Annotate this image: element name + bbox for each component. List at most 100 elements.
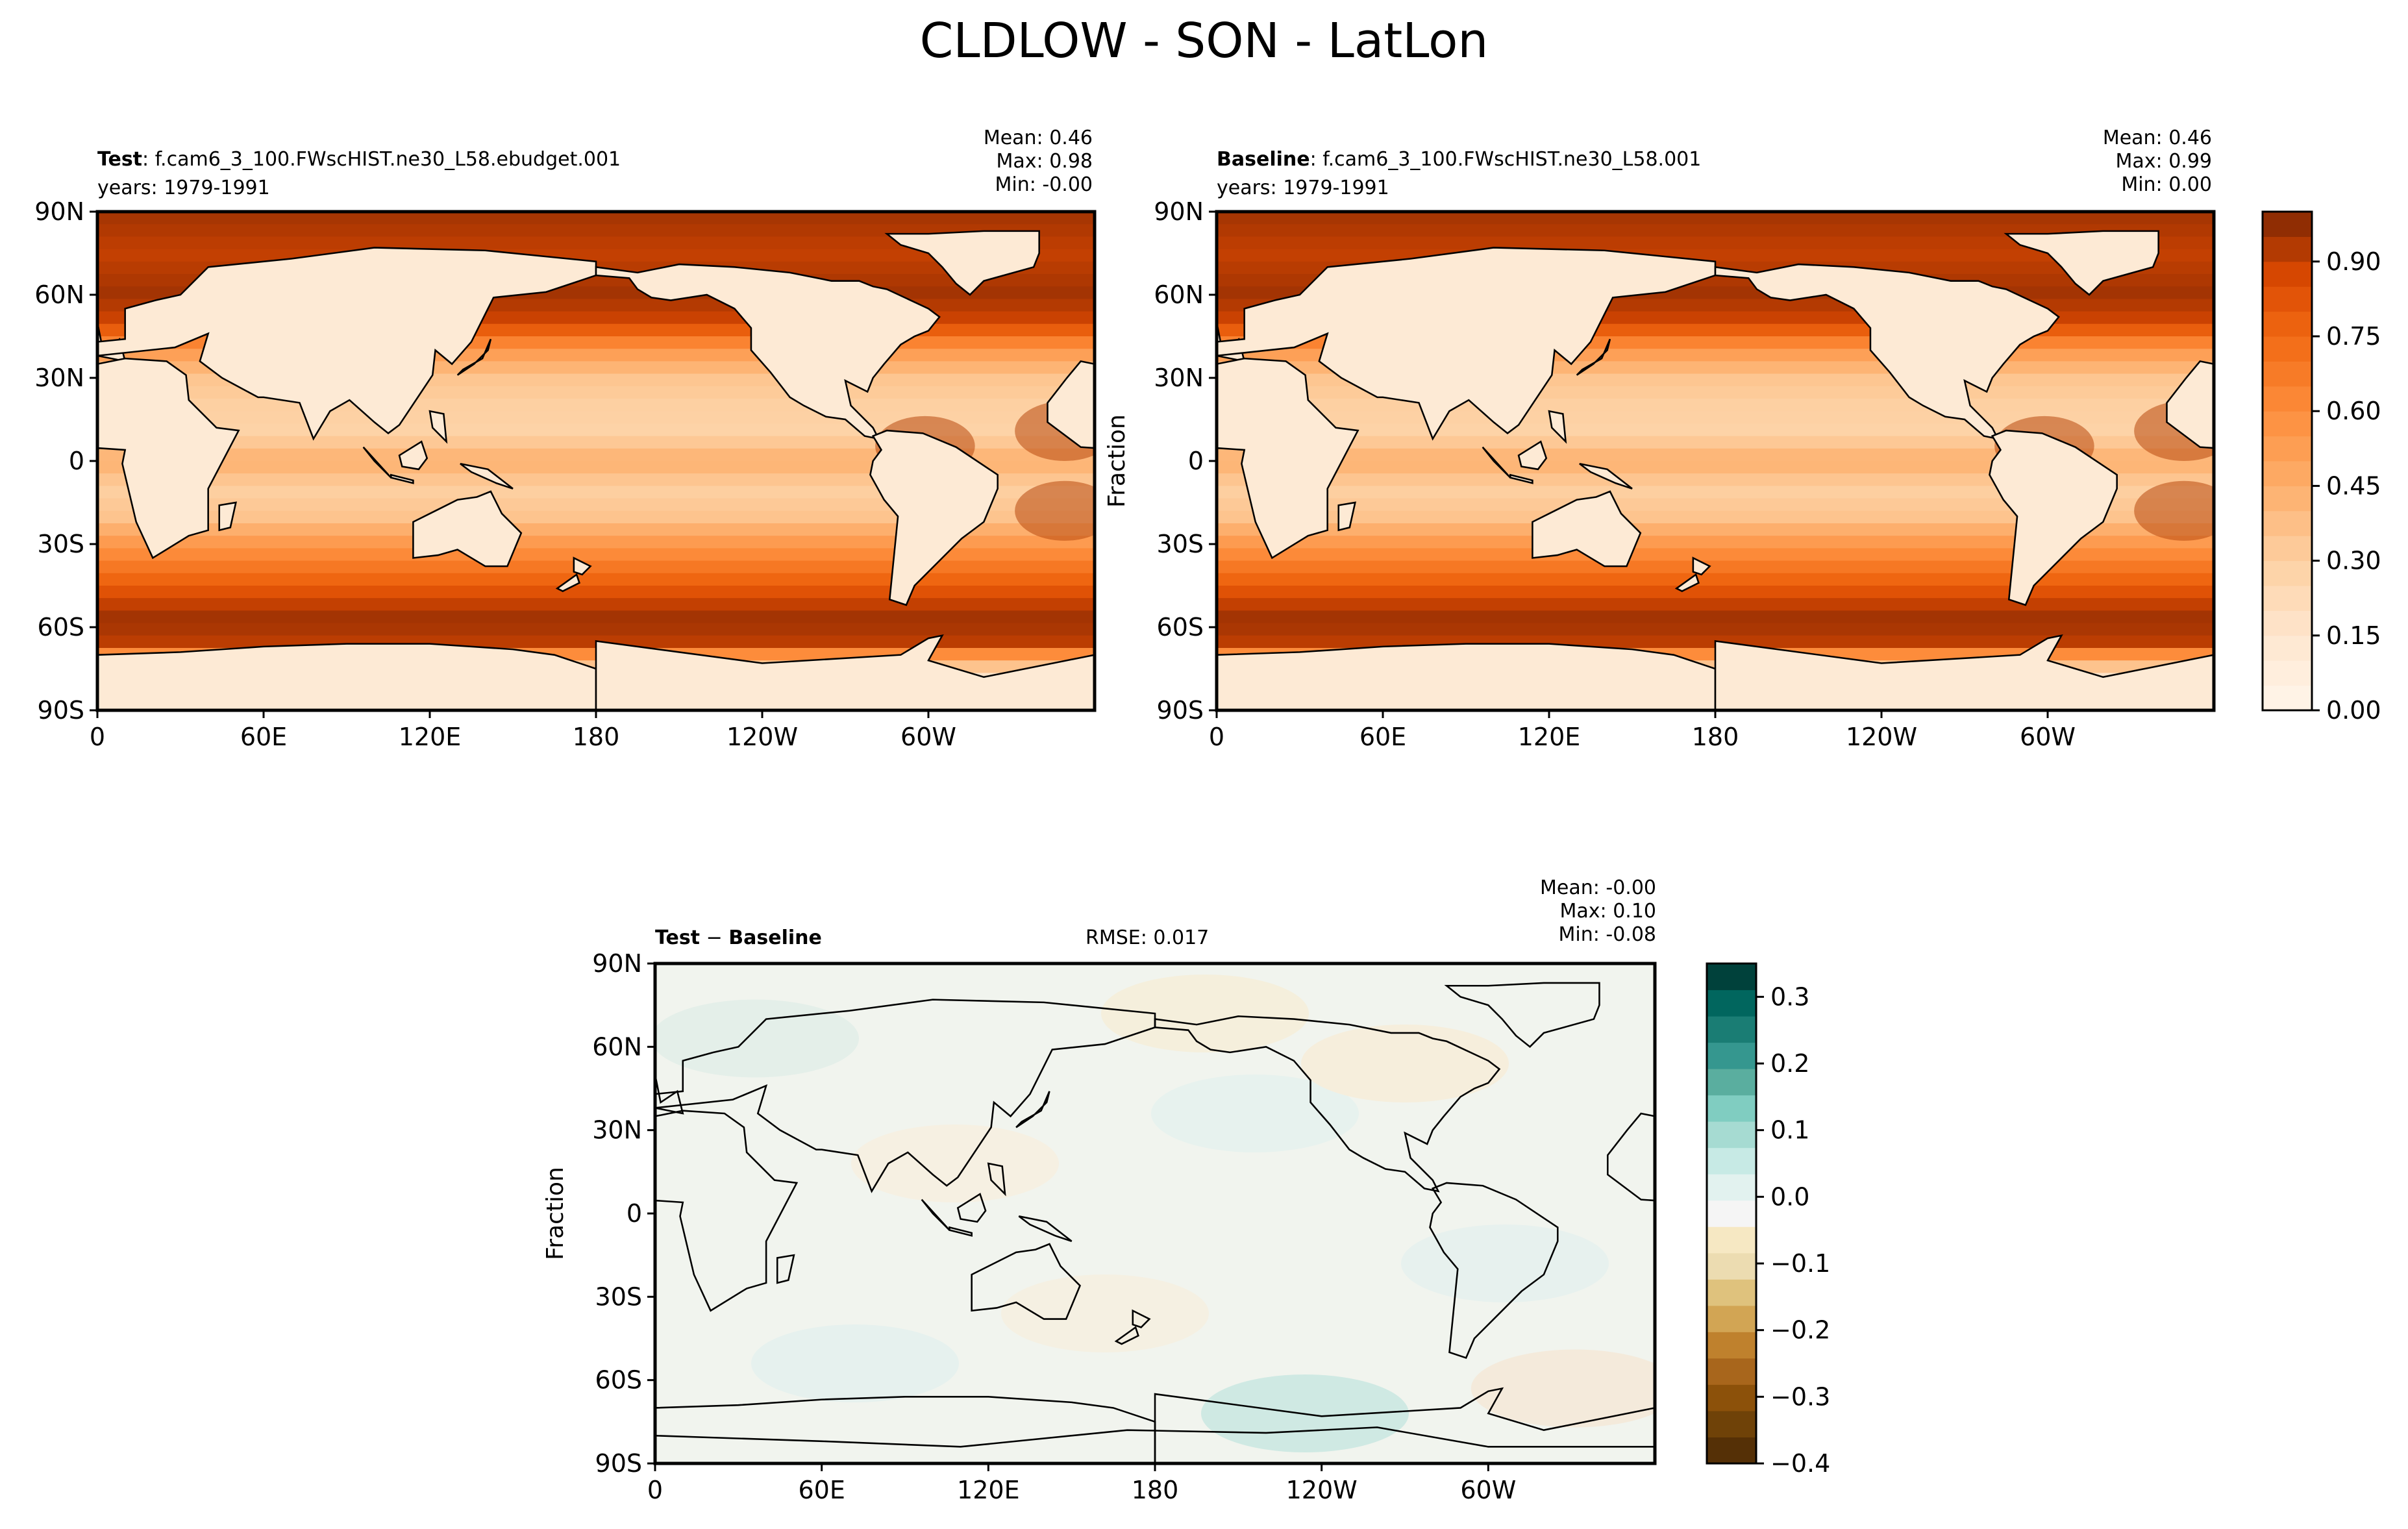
diff-patch: [1471, 1349, 1655, 1428]
field-band: [97, 536, 1095, 549]
field-band: [97, 560, 1095, 574]
field-band: [97, 448, 1095, 462]
diff-colorbar-level: [1707, 963, 1756, 991]
lon-tick-label: 60W: [1460, 1476, 1516, 1504]
field-band: [1217, 473, 2214, 487]
diff-colorbar-tick-label: 0.0: [1770, 1182, 1809, 1211]
field-band: [1217, 560, 2214, 574]
diff-colorbar-level: [1707, 1095, 1756, 1122]
stratocumulus-deck: [2134, 480, 2214, 541]
diff-panel-label: Test − Baseline: [655, 926, 822, 949]
diff-colorbar-tick-label: −0.1: [1770, 1249, 1830, 1278]
field-band: [97, 236, 1095, 250]
lat-tick-label: 30S: [595, 1282, 642, 1311]
field-colorbar-level: [2263, 586, 2312, 611]
field-band: [1217, 224, 2214, 238]
diff-colorbar-tick-label: 0.3: [1770, 982, 1809, 1011]
diff-patch: [655, 999, 859, 1078]
diff-colorbar-level: [1707, 1069, 1756, 1096]
field-band: [97, 610, 1095, 624]
lat-tick-label: 90S: [595, 1449, 642, 1478]
field-band: [1217, 623, 2214, 636]
field-colorbar-level: [2263, 635, 2312, 661]
test-panel-label: Test: f.cam6_3_100.FWscHIST.ne30_L58.ebu…: [97, 148, 621, 171]
diff-colorbar-level: [1707, 1252, 1756, 1280]
diff-field: [655, 963, 1655, 1463]
field-colorbar-level: [2263, 536, 2312, 562]
diff-max: Max: 0.10: [1559, 900, 1656, 923]
field-colorbar-level: [2263, 411, 2312, 437]
diff-colorbar-tick-label: 0.2: [1770, 1049, 1809, 1078]
field-band: [97, 212, 1095, 225]
field-colorbar-tick-label: 0.15: [2326, 621, 2381, 650]
field-colorbar-level: [2263, 510, 2312, 536]
diff-panel-stats: Mean: -0.00 Max: 0.10 Min: -0.08: [1540, 876, 1656, 947]
lat-tick-label: 60S: [1157, 613, 1204, 641]
diff-colorbar-level: [1707, 1410, 1756, 1437]
field-colorbar-level: [2263, 236, 2312, 262]
field-band: [97, 461, 1095, 475]
diff-colorbar-level: [1707, 989, 1756, 1017]
field-band: [97, 623, 1095, 636]
test-panel-stats: Mean: 0.46 Max: 0.98 Min: -0.00: [984, 127, 1093, 197]
field-band: [97, 498, 1095, 512]
test-panel-years: years: 1979-1991: [97, 177, 270, 199]
diff-rmse: RMSE: 0.017: [1086, 926, 1210, 949]
field-band: [97, 598, 1095, 612]
field-band: [1217, 610, 2214, 624]
lon-tick-label: 60E: [240, 723, 287, 751]
field-colorbar-level: [2263, 461, 2312, 486]
lon-tick-label: 120E: [1518, 723, 1581, 751]
field-colorbar-tick-label: 0.60: [2326, 397, 2381, 425]
field-band: [97, 573, 1095, 586]
diff-colorbar-tick-label: 0.1: [1770, 1116, 1809, 1145]
lat-tick-label: 30S: [38, 530, 84, 558]
lat-tick-label: 30N: [34, 364, 84, 392]
diff-colorbar-level: [1707, 1042, 1756, 1069]
field-band: [1217, 486, 2214, 499]
field-band: [1217, 423, 2214, 437]
field-colorbar-level: [2263, 286, 2312, 312]
lat-tick-label: 0: [1188, 447, 1204, 475]
field-colorbar-frame: [2261, 210, 2313, 712]
field-band: [97, 510, 1095, 524]
diff-colorbar: 0.3 0.2 0.1 0.0 −0.1 −0.2 −0.3 −0.4: [1706, 962, 1830, 1478]
field-band: [1217, 598, 2214, 612]
baseline-min: Min: 0.00: [2121, 173, 2212, 196]
field-colorbar-level: [2263, 610, 2312, 636]
lat-tick-label: 0: [627, 1199, 642, 1228]
field-band: [97, 436, 1095, 449]
field-band: [97, 548, 1095, 562]
diff-patch: [851, 1125, 1059, 1202]
baseline-panel-years: years: 1979-1991: [1217, 177, 1389, 199]
field-band: [1217, 523, 2214, 537]
lon-tick-label: 180: [1692, 723, 1739, 751]
lon-tick-label: 0: [90, 723, 105, 751]
field-band: [1217, 548, 2214, 562]
diff-colorbar-level: [1707, 1332, 1756, 1359]
figure-title: CLDLOW - SON - LatLon: [919, 13, 1489, 69]
diff-colorbar-tick-label: −0.2: [1770, 1316, 1830, 1345]
diff-colorbar-level: [1707, 1121, 1756, 1149]
field-colorbar-tick-label: 0.00: [2326, 696, 2381, 725]
field-colorbar-tick-label: 0.30: [2326, 547, 2381, 575]
lat-tick-label: 60S: [595, 1366, 642, 1395]
diff-patch: [1101, 975, 1309, 1052]
field-colorbar-tick-label: 0.90: [2326, 247, 2381, 276]
diff-patch: [1151, 1075, 1359, 1152]
diff-colorbar-level: [1707, 1384, 1756, 1411]
field-band: [1217, 573, 2214, 586]
field-band: [97, 473, 1095, 487]
baseline-panel-label: Baseline: f.cam6_3_100.FWscHIST.ne30_L58…: [1217, 148, 1702, 171]
lat-tick-label: 60N: [592, 1032, 642, 1061]
field-colorbar-level: [2263, 685, 2312, 711]
lon-tick-label: 120E: [399, 723, 462, 751]
field-band: [1217, 510, 2214, 524]
lon-tick-label: 0: [1209, 723, 1224, 751]
